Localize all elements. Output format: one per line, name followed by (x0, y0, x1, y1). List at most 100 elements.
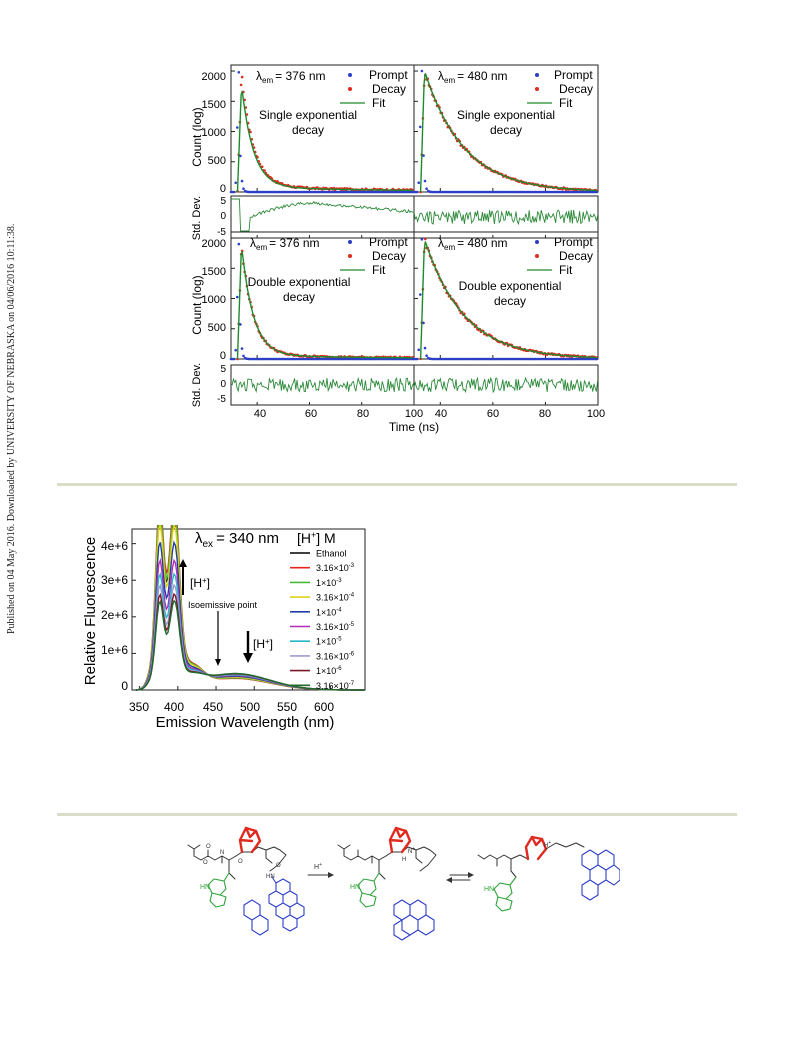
residual-line (413, 376, 599, 394)
hn-label: HN (200, 884, 210, 891)
side-note-text: Published on 04 May 2016. Downloaded by … (6, 224, 17, 634)
legend-decay-marker (535, 87, 539, 91)
residual-frame (413, 195, 599, 239)
xtick: 80 (357, 408, 369, 420)
svg-text:Single exponential: Single exponential (259, 108, 357, 122)
decay-figure: Count (log) Count (log) Std. Dev. Std. D… (190, 64, 605, 434)
ytick: 3e+6 (101, 573, 128, 587)
prompt-point (420, 238, 424, 241)
fluorescence-lines (135, 525, 365, 691)
ylabel-top: Count (log) (190, 107, 204, 166)
prompt-point (234, 348, 237, 352)
legend-decay: Decay (372, 249, 406, 263)
svg-text:decay: decay (292, 123, 324, 137)
molecule-2: H N+ HN (337, 826, 437, 941)
legend-prompt-marker (535, 240, 539, 244)
legend-decay-marker (535, 254, 539, 258)
svg-text:O: O (238, 859, 243, 865)
residual-frame (413, 364, 599, 406)
svg-text:decay: decay (494, 294, 526, 308)
svg-text:H+: H+ (314, 862, 322, 871)
legend-title: [H+] M (297, 530, 336, 546)
std-ytick: 5 (220, 196, 226, 207)
ytick: 0 (220, 183, 226, 195)
legend-bl: Prompt Decay Fit (340, 235, 408, 277)
legend-label: 1×10-5 (316, 637, 342, 647)
std-ytick: -5 (217, 394, 226, 405)
isoemissive-label: Isoemissive point (188, 600, 258, 610)
prompt-point (232, 190, 236, 194)
fluorescence-figure: Relative Fluorescence Emission Wavelengt… (82, 525, 366, 731)
ytick: 0 (220, 350, 226, 362)
ytick: 1500 (202, 99, 226, 111)
prompt-point (240, 347, 244, 350)
prompt-point (236, 295, 239, 299)
panel-bl-annotation: λem = 376 nm Double exponential decay (248, 236, 351, 304)
xtick: 600 (314, 700, 334, 714)
prompt-point (595, 190, 599, 194)
legend-decay-marker (348, 254, 352, 258)
legend-decay: Decay (559, 82, 593, 96)
decay-point (260, 165, 264, 168)
xtick: 550 (277, 700, 297, 714)
svg-text:N: N (220, 850, 224, 856)
ytick: 2000 (202, 238, 226, 250)
svg-text:O: O (206, 844, 211, 850)
svg-text:H+: H+ (544, 840, 551, 849)
xtick: 400 (164, 700, 184, 714)
svg-text:decay: decay (490, 123, 522, 137)
legend-label: 3.16×10-7 (316, 681, 355, 691)
xtick: 500 (240, 700, 260, 714)
svg-text:Single exponential: Single exponential (457, 108, 555, 122)
prompt-point (595, 357, 599, 361)
legend-label: 1×10-6 (316, 666, 342, 676)
fit-line (419, 73, 597, 193)
ylabel-bottom: Count (log) (190, 275, 204, 334)
legend-label: 3.16×10-3 (316, 563, 355, 573)
legend-br: Prompt Decay Fit (527, 235, 593, 277)
equilibrium-arrows (446, 872, 474, 883)
svg-text:HN: HN (266, 874, 275, 880)
prompt-point (239, 323, 242, 326)
legend-decay: Decay (372, 82, 406, 96)
decay-point (239, 83, 243, 87)
prompt-point (237, 242, 241, 246)
std-ylabel-bottom: Std. Dev. (191, 363, 203, 407)
fluorescence-legend: Ethanol 3.16×10-3 1×10-3 3.16×10-4 1×10-4 3.1… (290, 549, 355, 691)
ytick: 0 (121, 679, 128, 693)
xtick: 80 (539, 408, 551, 420)
divider (57, 483, 737, 486)
xlabel: Time (ns) (389, 420, 439, 434)
xtick: 100 (405, 408, 423, 420)
legend-fit: Fit (372, 96, 386, 110)
decay-point (424, 237, 427, 241)
xtick: 450 (203, 700, 223, 714)
svg-text:Double exponential: Double exponential (459, 279, 562, 293)
xtick: 100 (587, 408, 605, 420)
prompt-point (242, 187, 245, 190)
legend-label: 3.16×10-6 (316, 651, 355, 661)
std-ytick: 0 (220, 211, 226, 222)
ytick: 2e+6 (101, 608, 128, 622)
prompt-point (420, 69, 424, 73)
xtick: 60 (487, 408, 499, 420)
prompt-point (423, 346, 427, 350)
svg-text:Double exponential: Double exponential (248, 275, 351, 289)
std-ylabel-top: Std. Dev. (191, 196, 203, 240)
fluorescence-axes (131, 528, 366, 691)
arrows (179, 559, 253, 666)
prompt-point (422, 321, 425, 325)
prompt-point (415, 357, 419, 361)
xtick: 350 (129, 700, 149, 714)
svg-text:HN: HN (484, 886, 494, 893)
prompt-point (237, 71, 241, 74)
prompt-point (422, 154, 425, 157)
legend-prompt: Prompt (369, 68, 408, 82)
prompt-point (419, 125, 422, 129)
legend-label: 1×10-3 (316, 578, 342, 588)
prompt-point (236, 126, 239, 129)
decay-point (240, 75, 244, 79)
molecule-1: O O N O O HN HN (187, 826, 305, 936)
svg-text:H: H (402, 857, 406, 863)
decay-text: Count (log) Count (log) Std. Dev. Std. D… (190, 68, 605, 434)
